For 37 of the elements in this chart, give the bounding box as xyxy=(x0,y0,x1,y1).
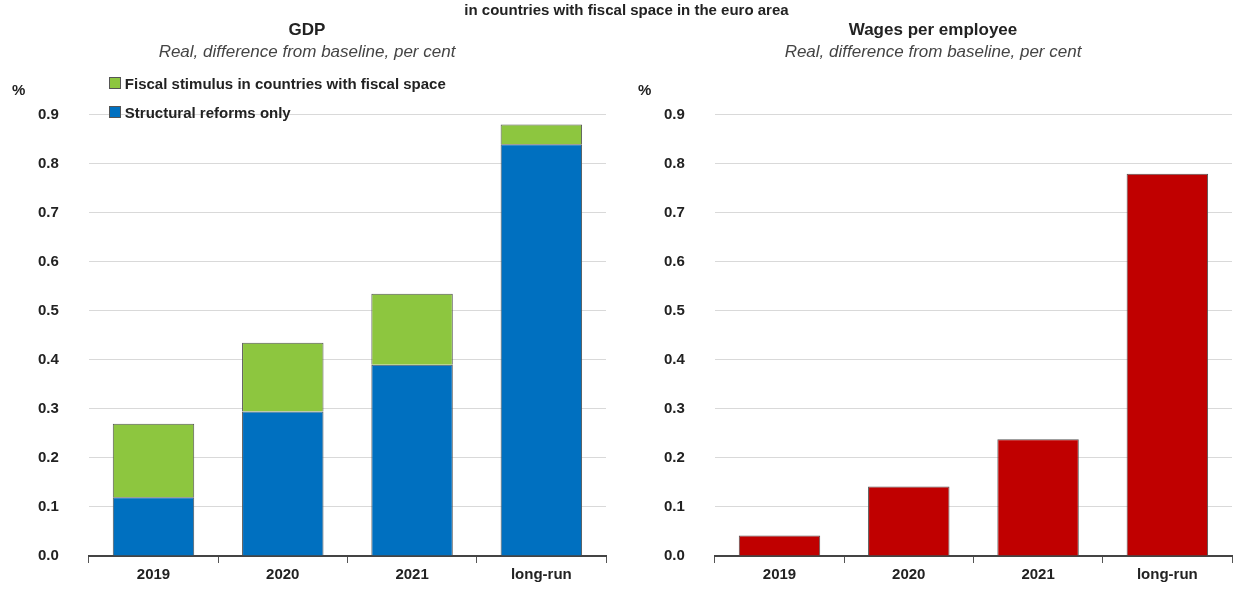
legend-label: Structural reforms only xyxy=(124,103,291,121)
y-tick-label: 0.5 xyxy=(37,301,59,319)
y-tick-label: 0.9 xyxy=(37,104,59,122)
x-tick-label: 2020 xyxy=(266,565,300,583)
y-tick-label: 0.2 xyxy=(663,448,685,466)
y-tick-label: 0.1 xyxy=(663,497,685,515)
y-tick-label: 0.6 xyxy=(663,252,685,270)
x-tick-label: 2021 xyxy=(1021,565,1055,583)
y-tick-label: 0.8 xyxy=(663,153,685,171)
y-tick-label: 0.4 xyxy=(37,350,60,368)
text: in countries with fiscal space in the euro area xyxy=(463,0,790,20)
chart-title: Wages per employee xyxy=(848,19,1018,39)
y-tick-label: 0.5 xyxy=(663,301,685,319)
chart-subtitle: Real, difference from baseline, per cent xyxy=(158,42,457,62)
x-tick-label: 2019 xyxy=(762,565,797,583)
y-tick-label: 0.8 xyxy=(37,153,59,171)
y-tick-label: 0.3 xyxy=(37,399,59,417)
y-tick-label: 0.0 xyxy=(663,546,685,564)
legend-label: Fiscal stimulus in countries with fiscal space xyxy=(124,74,446,92)
y-axis-title: % xyxy=(12,81,26,99)
y-tick-label: 0.4 xyxy=(663,350,686,368)
x-tick-label: long-run xyxy=(1136,565,1198,583)
y-tick-label: 0.0 xyxy=(37,546,59,564)
y-tick-label: 0.7 xyxy=(663,202,685,220)
x-tick-label: 2020 xyxy=(892,565,926,583)
x-tick-label: 2019 xyxy=(136,565,171,583)
chart-subtitle: Real, difference from baseline, per cent xyxy=(784,42,1083,62)
x-tick-label: long-run xyxy=(510,565,572,583)
y-tick-label: 0.1 xyxy=(37,497,59,515)
x-tick-label: 2021 xyxy=(395,565,429,583)
y-axis-title: % xyxy=(638,81,652,99)
y-tick-label: 0.3 xyxy=(663,399,685,417)
y-tick-label: 0.7 xyxy=(37,202,59,220)
y-tick-label: 0.6 xyxy=(37,252,59,270)
y-tick-label: 0.2 xyxy=(37,448,59,466)
chart-title: GDP xyxy=(288,19,326,39)
y-tick-label: 0.9 xyxy=(663,104,685,122)
